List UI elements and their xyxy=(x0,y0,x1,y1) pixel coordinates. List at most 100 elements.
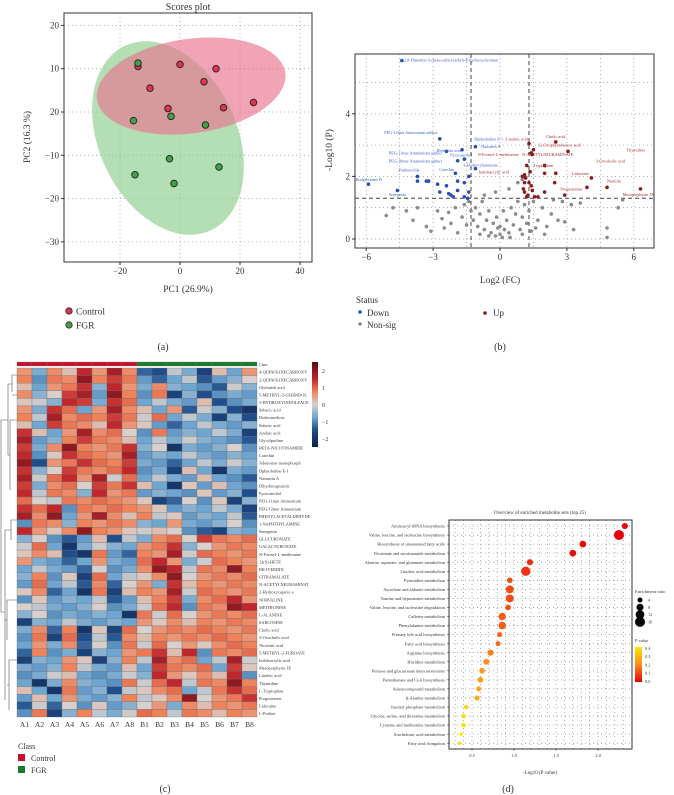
heatmap-cell xyxy=(31,557,48,566)
heatmap-cell xyxy=(196,451,213,460)
heatmap-cell xyxy=(151,580,168,589)
heatmap-cell xyxy=(16,436,33,445)
class-bar-cell xyxy=(121,361,138,367)
heatmap-cell xyxy=(181,587,198,596)
heatmap-cell xyxy=(91,420,108,429)
up-point xyxy=(552,180,557,185)
volcano-annotation: Mesoporphyrin IX xyxy=(623,192,654,197)
volcano-annotation: Nasturtin A xyxy=(481,144,500,149)
volcano-annotation: Parthenolide xyxy=(399,168,420,173)
heatmap-cell xyxy=(166,474,183,482)
heatmap-cell xyxy=(31,428,48,437)
heatmap-cell xyxy=(46,481,63,490)
heatmap-cell xyxy=(76,656,93,665)
nonsig-point xyxy=(542,232,547,237)
heatmap-cell xyxy=(166,420,183,429)
heatmap-cell xyxy=(166,489,183,498)
heatmap-cell xyxy=(106,701,123,710)
heatmap-cell xyxy=(106,398,123,407)
heatmap-cell xyxy=(226,701,243,710)
heatmap-cell xyxy=(91,640,108,649)
heatmap-cell xyxy=(121,595,138,604)
nonsig-point xyxy=(569,202,574,207)
heatmap-cell xyxy=(181,496,198,505)
pathway-label: Ascorbate and aldarate metabolism xyxy=(383,587,445,592)
heatmap-cell xyxy=(121,648,138,657)
heatmap-cell xyxy=(106,405,123,414)
heatmap-cell xyxy=(76,542,93,551)
down-point xyxy=(426,179,431,183)
heatmap-cell xyxy=(226,595,243,604)
up-point xyxy=(530,188,535,193)
heatmap-cell xyxy=(16,496,33,505)
heatmap-cell xyxy=(16,565,33,573)
y-tick-label: 2 xyxy=(346,171,351,181)
nonsig-point xyxy=(549,212,554,216)
pathway-label: β-Alanine metabolism xyxy=(406,696,446,701)
heatmap-cell xyxy=(241,603,258,611)
heatmap-cell xyxy=(16,413,33,422)
fgr-point xyxy=(134,59,142,67)
heatmap-cell xyxy=(211,595,228,604)
heatmap-cell xyxy=(31,458,48,467)
up-point xyxy=(589,176,594,180)
heatmap-cell xyxy=(136,481,153,490)
pathway-point xyxy=(461,713,466,719)
down-point xyxy=(465,196,470,201)
up-point xyxy=(531,147,536,152)
heatmap-cell xyxy=(181,436,198,445)
heatmap-cell xyxy=(76,557,93,566)
class-bar-cell xyxy=(46,361,63,367)
nonsig-point xyxy=(560,199,565,204)
heatmap-cell xyxy=(241,466,258,475)
pathway-label: Arginine biosynthesis xyxy=(407,650,446,655)
down-point xyxy=(453,171,458,176)
heatmap-cell xyxy=(211,390,228,399)
volcano-annotation: Rodgersinine B xyxy=(356,177,382,182)
heatmap-cell xyxy=(136,549,153,558)
heatmap-cell xyxy=(91,405,108,414)
heatmap-cell xyxy=(226,481,243,490)
heatmap-cell xyxy=(31,496,48,505)
nonsig-point xyxy=(562,219,567,224)
heatmap-cell xyxy=(241,686,258,695)
heatmap-cell xyxy=(31,481,48,490)
heatmap-cell xyxy=(46,656,63,665)
size-legend-marker xyxy=(636,603,644,611)
heatmap-cell xyxy=(241,443,258,452)
heatmap-cell xyxy=(181,428,198,437)
heatmap-cell xyxy=(136,420,153,429)
heatmap-cell xyxy=(166,572,183,581)
heatmap-cell xyxy=(226,489,243,498)
legend-fgr-label: FGR xyxy=(76,322,95,332)
nonsig-point xyxy=(440,216,444,221)
heatmap-cell xyxy=(136,656,153,665)
heatmap-cell xyxy=(196,420,213,429)
heatmap-cell xyxy=(136,686,153,695)
heatmap-cell xyxy=(46,413,63,422)
pathway-point xyxy=(474,695,480,701)
heatmap-cell xyxy=(136,633,153,642)
heatmap-row-label: Thymidine xyxy=(259,681,278,686)
down-point xyxy=(451,194,455,199)
heatmap-cell xyxy=(91,375,108,384)
colorbar-tick-label: 1 xyxy=(322,386,325,392)
heatmap-cell xyxy=(76,398,93,407)
heatmap-cell xyxy=(46,466,63,475)
control-point xyxy=(146,84,154,92)
heatmap-row-label: Glycylproline xyxy=(259,438,283,443)
x-tick-label: 3 xyxy=(565,252,570,262)
heatmap-cell xyxy=(196,398,213,407)
heatmap-cell xyxy=(166,610,183,619)
heatmap-cell xyxy=(241,694,258,702)
volcano-annotation: Indoleacrylic acid xyxy=(479,169,510,174)
pathway-point xyxy=(507,577,513,584)
heatmap-cell xyxy=(91,443,108,452)
heatmap-cell xyxy=(151,458,168,467)
heatmap-cell xyxy=(241,451,258,460)
heatmap-column-label: B2 xyxy=(155,720,164,729)
heatmap-row-label: NORVALINE xyxy=(259,597,284,602)
heatmap-cell xyxy=(136,519,153,528)
heatmap-cell xyxy=(136,489,153,498)
heatmap-cell xyxy=(151,709,168,718)
